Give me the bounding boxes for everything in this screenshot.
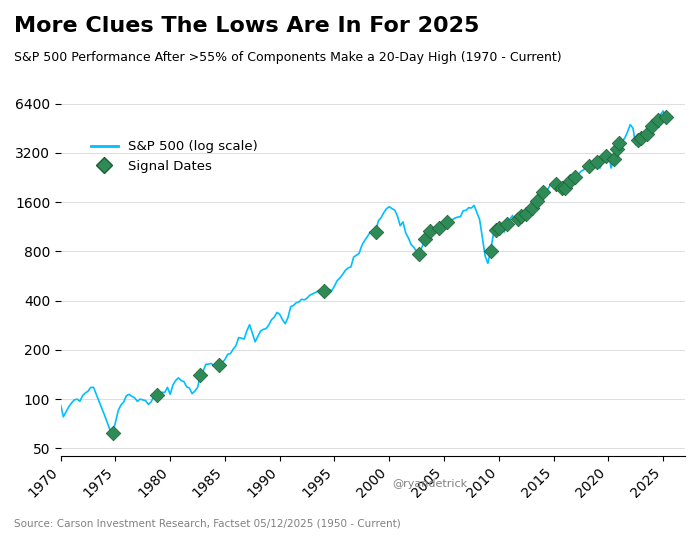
Point <box>441 218 452 227</box>
Point <box>491 226 502 234</box>
Point <box>641 129 652 138</box>
Point <box>608 155 620 163</box>
Point <box>521 209 532 218</box>
Point <box>107 429 118 438</box>
Point <box>526 204 538 212</box>
Legend: S&P 500 (log scale), Signal Dates: S&P 500 (log scale), Signal Dates <box>86 135 263 178</box>
Point <box>318 286 329 295</box>
Point <box>652 116 663 125</box>
Text: Source: Carson Investment Research, Factset 05/12/2025 (1950 - Current): Source: Carson Investment Research, Fact… <box>14 519 400 529</box>
Point <box>494 223 505 232</box>
Point <box>600 152 611 161</box>
Point <box>614 139 625 147</box>
Point <box>559 184 570 193</box>
Point <box>564 177 575 185</box>
Point <box>485 246 496 255</box>
Point <box>647 122 658 130</box>
Point <box>592 158 603 166</box>
Point <box>414 249 425 258</box>
Point <box>537 188 548 197</box>
Point <box>660 113 671 121</box>
Point <box>570 173 581 182</box>
Point <box>195 371 206 380</box>
Point <box>584 162 595 170</box>
Point <box>633 136 644 144</box>
Point <box>370 228 382 236</box>
Point <box>636 133 647 142</box>
Text: S&P 500 Performance After >55% of Components Make a 20-Day High (1970 - Current): S&P 500 Performance After >55% of Compon… <box>14 51 561 64</box>
Point <box>531 197 542 206</box>
Point <box>611 145 622 154</box>
Point <box>214 360 225 369</box>
Point <box>433 224 444 233</box>
Point <box>556 184 568 193</box>
Point <box>419 235 430 243</box>
Point <box>551 180 562 188</box>
Point <box>501 220 512 228</box>
Point <box>512 215 524 223</box>
Point <box>425 227 436 236</box>
Text: More Clues The Lows Are In For 2025: More Clues The Lows Are In For 2025 <box>14 16 480 36</box>
Point <box>515 212 526 221</box>
Point <box>151 391 162 400</box>
Text: @ryandetrick: @ryandetrick <box>392 478 467 489</box>
